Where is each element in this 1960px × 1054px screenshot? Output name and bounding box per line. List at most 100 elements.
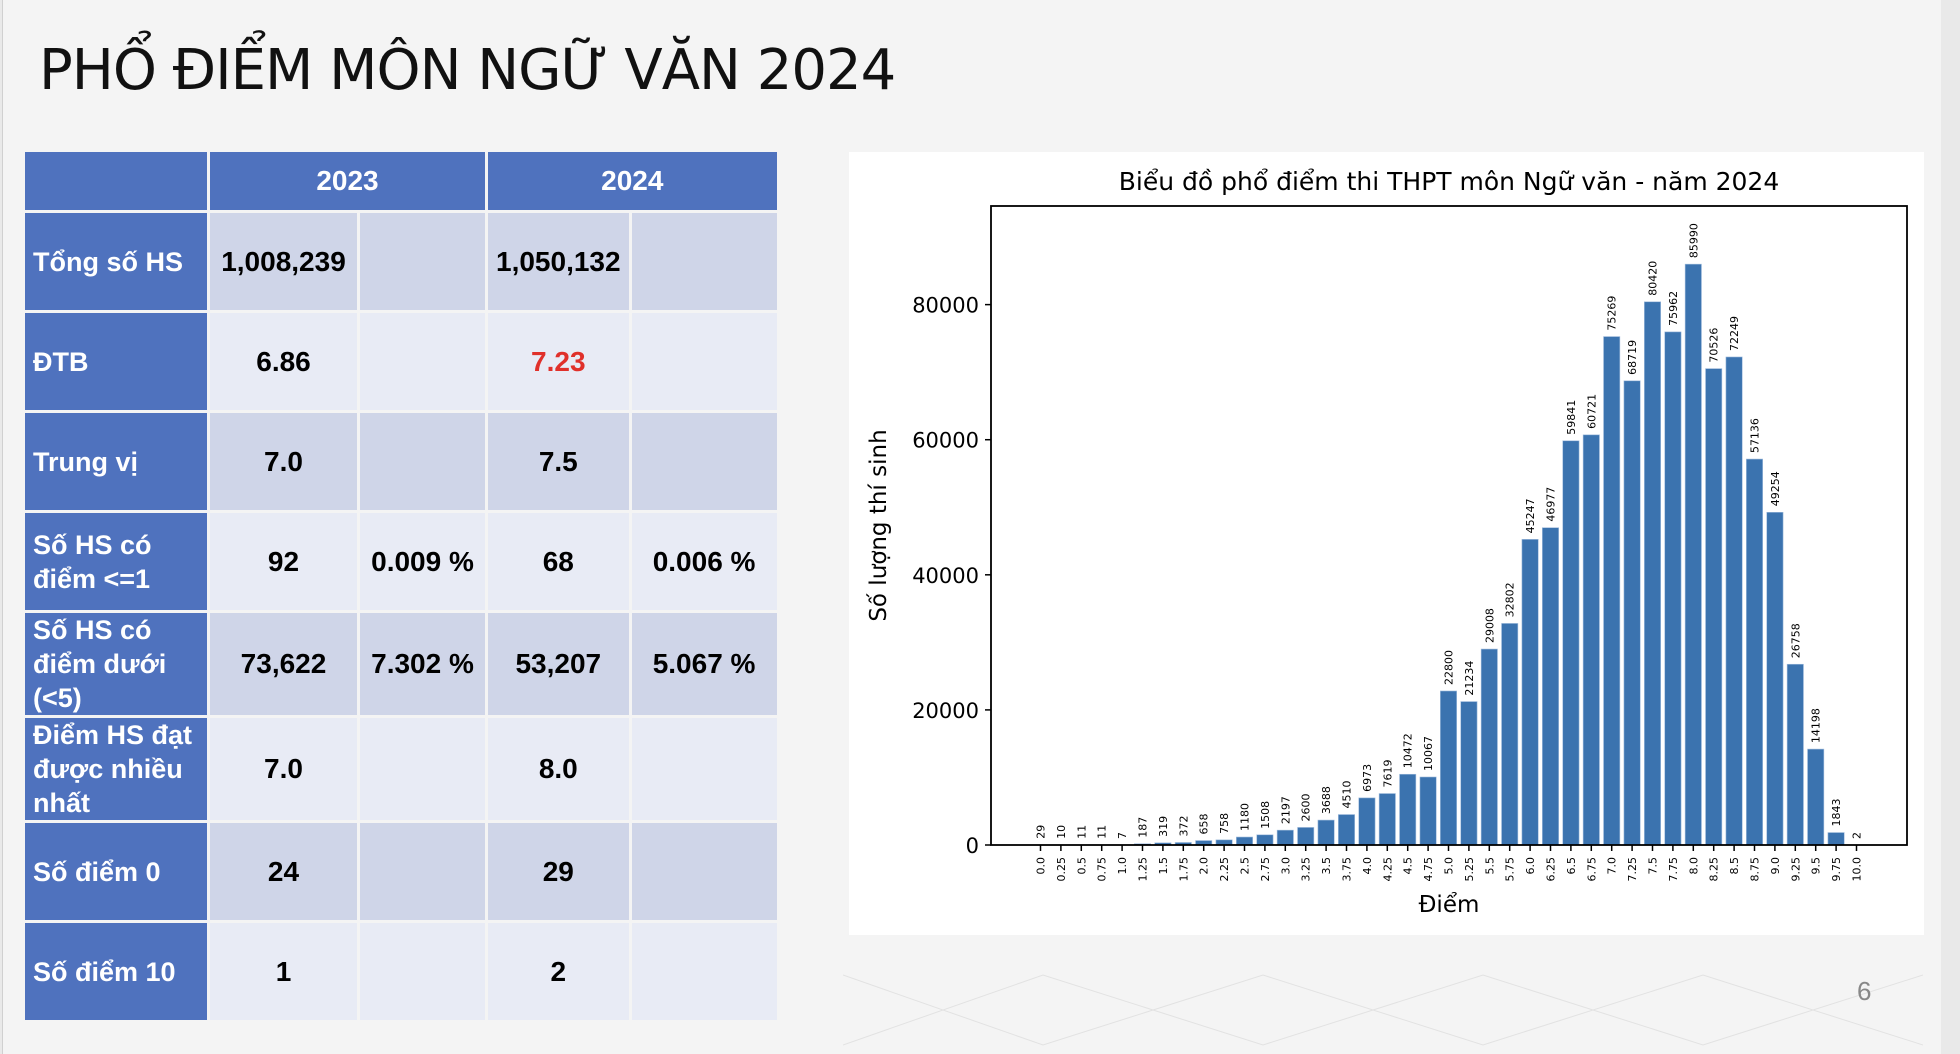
table-row: Tổng số HS 1,008,239 1,050,132 <box>25 213 777 310</box>
background-pattern <box>843 974 1923 1046</box>
x-tick-label: 0.0 <box>1035 857 1048 875</box>
y-tick-label: 0 <box>966 834 979 858</box>
x-tick-label: 9.5 <box>1810 857 1823 875</box>
bar <box>1705 368 1723 846</box>
y-axis-label: Số lượng thí sinh <box>866 429 892 621</box>
data-label: 45247 <box>1524 498 1537 533</box>
data-label: 60721 <box>1585 394 1598 429</box>
data-label: 7 <box>1116 832 1129 839</box>
percent-2023 <box>360 313 485 410</box>
data-label: 10472 <box>1402 733 1415 768</box>
data-label: 3688 <box>1320 786 1333 814</box>
score-distribution-chart: Biểu đồ phổ điểm thi THPT môn Ngữ văn - … <box>866 167 1908 918</box>
x-tick-label: 7.5 <box>1647 857 1660 875</box>
percent-2023 <box>360 923 485 1020</box>
value-2023: 6.86 <box>210 313 357 410</box>
data-label: 80420 <box>1647 261 1660 296</box>
bar <box>1460 701 1478 846</box>
data-label: 85990 <box>1687 223 1700 258</box>
x-tick-label: 10.0 <box>1851 857 1864 882</box>
x-tick-label: 6.75 <box>1585 857 1598 882</box>
row-label: Điểm HS đạt được nhiều nhất <box>25 718 207 820</box>
value-2023: 1 <box>210 923 357 1020</box>
value-2024: 2 <box>488 923 629 1020</box>
bar <box>1786 663 1804 846</box>
data-label: 7619 <box>1381 760 1394 788</box>
x-tick-label: 1.25 <box>1137 857 1150 882</box>
data-label: 26758 <box>1789 623 1802 658</box>
data-label: 1508 <box>1259 801 1272 829</box>
percent-2024 <box>631 313 777 410</box>
x-tick-label: 9.0 <box>1769 857 1782 875</box>
percent-2023 <box>360 213 485 310</box>
data-label: 49254 <box>1769 471 1782 506</box>
data-label: 22800 <box>1443 650 1456 685</box>
bar <box>1378 793 1396 846</box>
table-row: Điểm HS đạt được nhiều nhất 7.0 8.0 <box>25 718 777 820</box>
bar <box>1399 773 1417 846</box>
x-tick-label: 1.5 <box>1157 857 1170 875</box>
bar <box>1582 434 1600 846</box>
bar <box>1827 832 1845 846</box>
bar <box>1338 814 1355 846</box>
bar <box>1440 690 1457 846</box>
value-2023: 1,008,239 <box>210 213 357 310</box>
y-tick-label: 60000 <box>912 429 979 453</box>
value-2023: 7.0 <box>210 413 357 510</box>
x-tick-label: 2.0 <box>1198 857 1211 875</box>
y-tick-label: 20000 <box>912 699 979 723</box>
row-label: Số điểm 10 <box>25 923 207 1020</box>
bar <box>1725 356 1743 846</box>
bar <box>1419 776 1437 846</box>
x-tick-label: 2.5 <box>1239 857 1252 875</box>
data-label: 75269 <box>1606 296 1619 331</box>
x-tick-label: 8.75 <box>1749 857 1762 882</box>
data-label: 75962 <box>1667 291 1680 326</box>
value-2023: 73,622 <box>210 613 357 715</box>
bar <box>1664 331 1682 846</box>
x-tick-label: 7.0 <box>1606 857 1619 875</box>
data-label: 46977 <box>1545 487 1558 522</box>
bar <box>1623 380 1641 846</box>
value-2024: 29 <box>488 823 629 920</box>
x-tick-label: 3.25 <box>1300 857 1313 882</box>
chart-title: Biểu đồ phổ điểm thi THPT môn Ngữ văn - … <box>1119 167 1780 196</box>
value-2024: 7.5 <box>488 413 629 510</box>
percent-2024 <box>631 213 777 310</box>
percent-2024 <box>631 413 777 510</box>
data-label: 11 <box>1096 825 1109 839</box>
x-tick-label: 4.0 <box>1361 857 1374 875</box>
data-label: 758 <box>1218 813 1231 834</box>
row-label: Số HS có điểm <=1 <box>25 513 207 610</box>
percent-2023 <box>360 413 485 510</box>
bar <box>1807 748 1825 846</box>
x-tick-label: 9.75 <box>1830 857 1843 882</box>
table-row: Số điểm 10 1 2 <box>25 923 777 1020</box>
slide-title: PHỔ ĐIỂM MÔN NGỮ VĂN 2024 <box>39 38 896 103</box>
bar <box>1644 301 1661 846</box>
percent-2023: 7.302 % <box>360 613 485 715</box>
x-tick-label: 0.5 <box>1075 857 1088 875</box>
x-tick-label: 2.75 <box>1259 857 1272 882</box>
bar <box>1521 539 1539 846</box>
x-tick-label: 0.25 <box>1055 857 1068 882</box>
row-label: Số điểm 0 <box>25 823 207 920</box>
x-tick-label: 5.0 <box>1443 857 1456 875</box>
page-number: 6 <box>1857 976 1872 1006</box>
chart-panel: Biểu đồ phổ điểm thi THPT môn Ngữ văn - … <box>849 152 1924 935</box>
bar <box>1501 623 1519 846</box>
x-tick-label: 7.25 <box>1626 857 1639 882</box>
data-label: 1843 <box>1830 799 1843 827</box>
x-tick-label: 4.25 <box>1381 857 1394 882</box>
value-2023: 7.0 <box>210 718 357 820</box>
value-2024: 1,050,132 <box>488 213 629 310</box>
bar <box>1276 829 1294 846</box>
percent-2023: 0.009 % <box>360 513 485 610</box>
comparison-table: 2023 2024 Tổng số HS 1,008,239 1,050,132 ĐT… <box>22 149 780 1023</box>
data-label: 10067 <box>1422 736 1435 771</box>
percent-2024 <box>631 823 777 920</box>
table-header-row: 2023 2024 <box>25 152 777 210</box>
data-label: 10 <box>1055 825 1068 839</box>
bar <box>1562 440 1580 846</box>
data-label: 59841 <box>1565 400 1578 435</box>
